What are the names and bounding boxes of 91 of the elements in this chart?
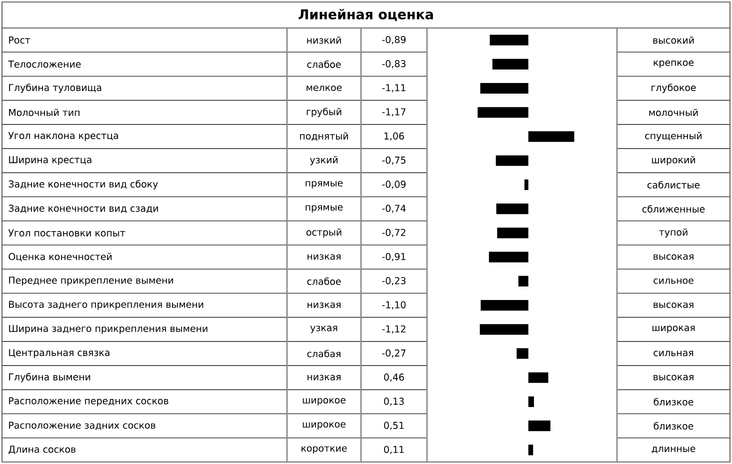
y-tick-label: Рост xyxy=(9,36,30,44)
text: близкое xyxy=(654,422,694,430)
bar xyxy=(518,276,528,286)
bar xyxy=(496,204,528,214)
text: глубокое xyxy=(652,84,696,93)
y-tick-label: Ширина крестца xyxy=(9,156,92,166)
y-tick-label: Задние конечности вид сзади xyxy=(8,204,158,214)
data-label: 0,11 xyxy=(384,446,404,454)
text: слабая xyxy=(307,350,340,358)
y-tick-label: Телосложение xyxy=(8,60,81,68)
text: широкое xyxy=(302,422,346,430)
data-label: -1,10 xyxy=(382,301,406,310)
text: длинные xyxy=(652,446,696,454)
text: узкая xyxy=(310,326,338,334)
text: крепкое xyxy=(654,60,694,68)
text: низкая xyxy=(308,374,340,380)
data-label: -1,11 xyxy=(382,84,406,92)
text: поднятый xyxy=(300,132,348,141)
text: низкая xyxy=(308,302,340,308)
y-tick-label: Высота заднего прикрепления вымени xyxy=(9,300,204,310)
data-label: -0,23 xyxy=(382,277,406,286)
bar xyxy=(528,420,550,432)
y-tick-label: Ширина заднего прикрепления вымени xyxy=(9,324,208,334)
text: грубый xyxy=(306,108,342,118)
y-tick-label: Угол наклона крестца xyxy=(8,132,118,141)
text: саблистые xyxy=(648,180,700,188)
text: высокая xyxy=(654,374,694,380)
bar xyxy=(480,300,528,311)
y-tick-label: Длина сосков xyxy=(8,446,76,454)
data-label: 0,13 xyxy=(384,398,404,406)
text: острый xyxy=(306,228,342,238)
bar xyxy=(480,324,528,335)
text: прямые xyxy=(306,205,343,212)
text: высокая xyxy=(654,302,694,308)
y-tick-label: Молочный тип xyxy=(9,108,80,116)
y-tick-label: Задние конечности вид сбоку xyxy=(8,180,158,190)
text: сильная xyxy=(654,350,694,356)
text: низкая xyxy=(308,254,340,260)
y-tick-label: Переднее прикрепление вымени xyxy=(9,276,173,286)
text: низкий xyxy=(307,36,341,44)
text: спущенный xyxy=(645,132,702,142)
text: сближенные xyxy=(642,205,705,213)
y-tick-label: Расположение передних сосков xyxy=(9,397,168,406)
data-label: -0,09 xyxy=(382,180,406,189)
text: узкий xyxy=(310,156,338,166)
bar xyxy=(528,372,548,383)
data-label: -0,89 xyxy=(382,36,406,44)
bar xyxy=(478,107,528,118)
text: сильное xyxy=(654,278,694,284)
data-label: -0,72 xyxy=(382,228,406,237)
data-label: 0,51 xyxy=(384,422,404,430)
text: слабое xyxy=(307,60,341,68)
text: широкий xyxy=(652,156,695,166)
y-tick-label: Расположение задних сосков xyxy=(9,422,156,430)
text: широкое xyxy=(302,398,346,406)
text: высокий xyxy=(653,36,694,44)
y-tick-label: Центральная связка xyxy=(9,349,110,358)
bar xyxy=(490,34,528,46)
data-label: -0,83 xyxy=(382,60,406,68)
data-label: -1,12 xyxy=(382,325,406,334)
y-tick-label: Глубина туловища xyxy=(9,84,102,93)
text: короткие xyxy=(302,446,347,454)
data-label: -1,17 xyxy=(382,108,406,116)
text: прямые xyxy=(306,181,343,188)
data-label: -0,75 xyxy=(382,156,406,165)
bar xyxy=(528,396,534,408)
bar xyxy=(480,82,528,94)
text: Линейная оценка xyxy=(298,8,433,22)
text: молочный xyxy=(649,108,698,116)
data-label: -0,91 xyxy=(382,252,406,262)
data-label: -0,74 xyxy=(382,204,406,213)
bar xyxy=(496,155,528,166)
y-tick-label: Угол постановки копыт xyxy=(8,229,126,236)
text: мелкое xyxy=(306,86,342,92)
text: высокая xyxy=(654,254,694,260)
bar xyxy=(492,58,528,70)
bar xyxy=(488,252,528,262)
text: слабое xyxy=(307,277,341,285)
y-tick-label: Оценка конечностей xyxy=(8,252,112,262)
bar xyxy=(528,444,534,456)
text: близкое xyxy=(654,398,694,406)
data-label: 0,46 xyxy=(384,374,404,382)
bar xyxy=(516,348,528,359)
bar xyxy=(528,131,574,142)
text: широкая xyxy=(652,326,695,334)
bar xyxy=(524,179,528,190)
bar xyxy=(497,228,528,238)
data-label: 1,06 xyxy=(384,132,404,141)
data-label: -0,27 xyxy=(382,349,406,358)
text: тупой xyxy=(659,228,688,238)
y-tick-label: Глубина вымени xyxy=(9,372,90,382)
